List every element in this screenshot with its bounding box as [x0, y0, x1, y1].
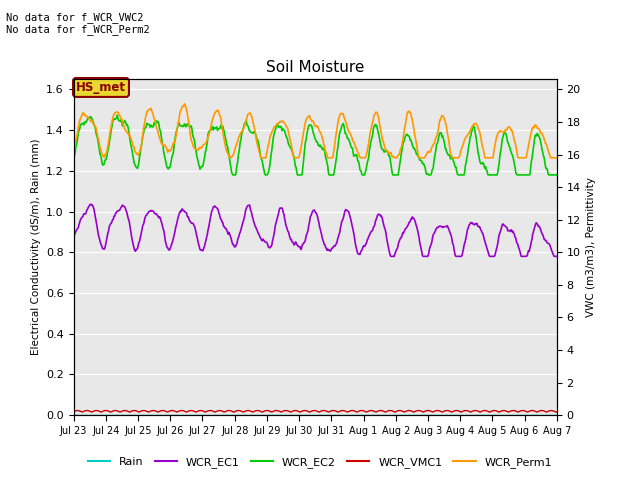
Y-axis label: VWC (m3/m3), Permittivity: VWC (m3/m3), Permittivity — [586, 177, 596, 317]
Text: No data for f_WCR_Perm2: No data for f_WCR_Perm2 — [6, 24, 150, 35]
Text: No data for f_WCR_VWC2: No data for f_WCR_VWC2 — [6, 12, 144, 23]
Text: HS_met: HS_met — [76, 81, 126, 94]
Title: Soil Moisture: Soil Moisture — [266, 60, 364, 75]
Y-axis label: Electrical Conductivity (dS/m), Rain (mm): Electrical Conductivity (dS/m), Rain (mm… — [31, 139, 40, 356]
Legend: Rain, WCR_EC1, WCR_EC2, WCR_VMC1, WCR_Perm1: Rain, WCR_EC1, WCR_EC2, WCR_VMC1, WCR_Pe… — [83, 452, 557, 472]
